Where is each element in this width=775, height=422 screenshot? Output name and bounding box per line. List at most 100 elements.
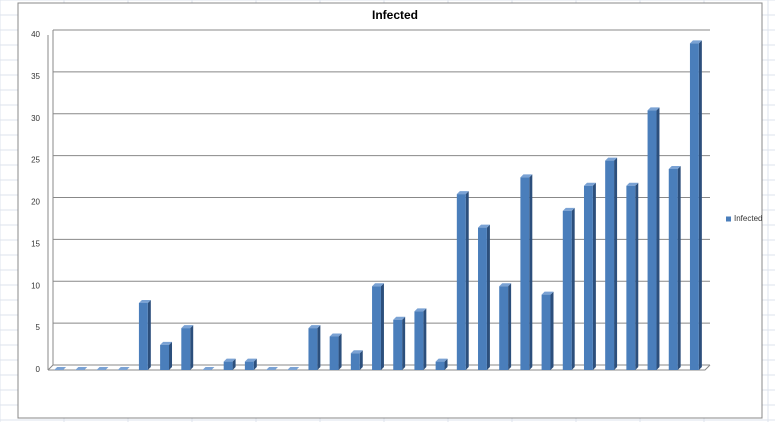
bar-face (668, 169, 678, 370)
legend-label: Infected (734, 214, 762, 223)
bar (223, 358, 236, 370)
y-tick-label: 5 (36, 323, 41, 332)
bar (456, 191, 469, 370)
bar-side (508, 283, 512, 370)
bar-top (181, 325, 194, 329)
bar-face (372, 286, 381, 370)
bar-face (689, 43, 699, 370)
bar-side (677, 166, 681, 370)
bar-top (393, 316, 406, 320)
bar (647, 107, 660, 370)
bar-top (160, 341, 173, 345)
bar (181, 325, 194, 370)
bar-face (605, 160, 615, 370)
bar-top (541, 291, 554, 295)
y-tick-label: 30 (31, 114, 40, 123)
bar-side (698, 40, 702, 370)
bar-top (75, 367, 88, 370)
bar-top (244, 358, 257, 362)
bar (244, 358, 257, 370)
bar (287, 367, 300, 370)
bar-top (689, 40, 702, 44)
bar (562, 207, 575, 370)
y-tick-label: 15 (31, 239, 40, 248)
bar (372, 283, 384, 370)
bar-side (338, 333, 342, 370)
bar (75, 367, 88, 370)
bar-face (541, 294, 551, 370)
bar-top (287, 367, 300, 370)
y-tick-label: 20 (31, 198, 40, 207)
bar-top (583, 182, 596, 186)
bar-top (329, 333, 342, 337)
bar (499, 283, 512, 370)
bar (414, 308, 427, 370)
bar (160, 341, 173, 370)
bar-face (456, 194, 466, 370)
bar-side (571, 207, 575, 370)
bar (350, 350, 363, 370)
bar-face (138, 303, 148, 370)
bar-top (202, 367, 215, 370)
bar-top (138, 300, 151, 303)
bar-top (414, 308, 427, 312)
bar-face (626, 185, 636, 370)
bar-face (562, 210, 572, 370)
bar-top (350, 350, 363, 354)
bar-side (529, 174, 533, 370)
y-tick-label: 0 (36, 365, 41, 374)
bar-top (96, 367, 109, 370)
bar-side (402, 316, 406, 370)
bar-top (562, 207, 575, 211)
bar-side (486, 224, 490, 370)
bar (605, 157, 618, 370)
bar (583, 182, 596, 370)
bar-side (359, 350, 363, 370)
bar-top (435, 358, 448, 362)
bar-face (244, 361, 254, 370)
bar-face (160, 344, 170, 370)
bar-face (583, 185, 593, 370)
bar-top (647, 107, 660, 111)
y-tick-label: 40 (31, 30, 40, 39)
bar (478, 224, 490, 370)
bar-face (435, 361, 445, 370)
bar-side (380, 283, 384, 370)
bar-side (550, 291, 554, 370)
bar-top (478, 224, 490, 228)
bar (54, 367, 67, 370)
bar-top (54, 367, 67, 370)
bar-top (456, 191, 469, 195)
bar-face (308, 328, 318, 370)
bar-side (169, 341, 173, 370)
bar (626, 182, 639, 370)
bar-side (253, 358, 257, 370)
bar (541, 291, 554, 370)
bar-side (444, 358, 448, 370)
bar-top (668, 166, 681, 169)
bar-face (350, 353, 360, 370)
bar (308, 325, 321, 370)
bar-side (592, 182, 596, 370)
bar (689, 40, 702, 370)
bar-face (223, 361, 233, 370)
bar-face (647, 110, 657, 370)
chart-title: Infected (372, 8, 418, 22)
bar (393, 316, 406, 370)
bar-top (223, 358, 236, 362)
bar-side (423, 308, 427, 370)
bar-top (605, 157, 618, 161)
bar-side (465, 191, 469, 370)
bar (117, 367, 130, 370)
bar-top (499, 283, 512, 287)
bar (668, 166, 681, 370)
bar (96, 367, 109, 370)
bar-side (317, 325, 321, 370)
bar (138, 300, 151, 370)
bar (435, 358, 448, 370)
bar-top (520, 174, 533, 178)
bar-side (147, 300, 151, 370)
bar-top (266, 367, 278, 370)
bar-side (656, 107, 660, 370)
